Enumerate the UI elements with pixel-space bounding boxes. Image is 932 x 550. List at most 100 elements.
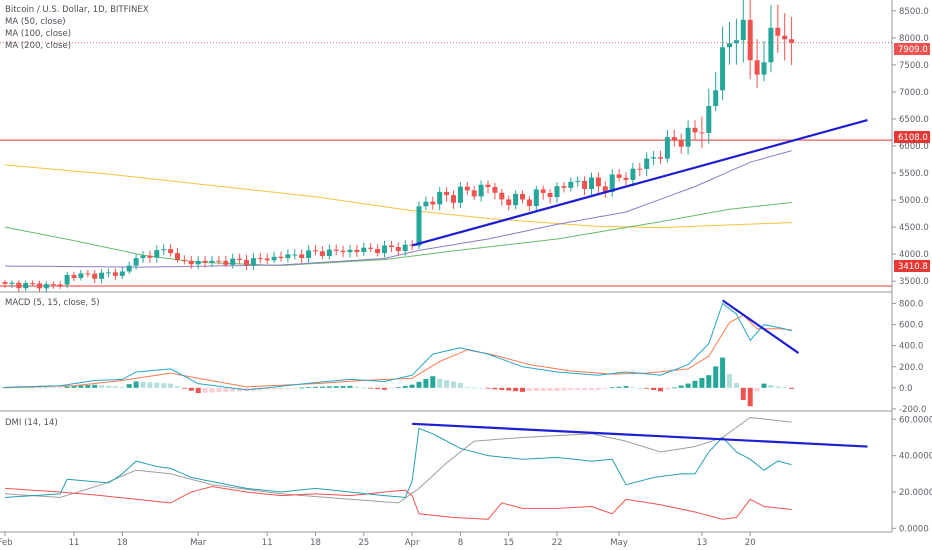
macd-histogram-bar [513,387,519,392]
macd-histogram-bar [37,387,42,389]
macd-histogram-bar [595,387,601,390]
macd-histogram-bar [333,386,339,388]
candle-body [733,40,739,44]
macd-histogram-bar [340,386,346,388]
macd-tick-label: 800.0 [899,300,923,310]
candle-body [471,190,477,197]
ma200-line [4,164,792,229]
macd-histogram-bar [644,387,650,389]
macd-histogram-bar [271,387,277,390]
x-tick-label: 25 [358,538,369,548]
macd-histogram-bar [223,387,229,392]
candle-body [230,258,236,265]
candle-body [16,282,22,289]
price-tick-label: 6500.0 [899,115,929,125]
candle-body [713,90,719,107]
candle-body [595,177,601,187]
candle-body [526,199,532,206]
macd-title: MACD (5, 15, close, 5) [5,298,100,308]
macd-histogram-bar [609,387,615,389]
candle-body [188,260,194,265]
macd-histogram-bar [402,385,408,388]
macd-histogram-bar [292,387,298,389]
candle-body [306,250,312,258]
macd-histogram-bar [740,387,746,400]
candle-body [575,180,581,182]
macd-histogram-bar [671,387,677,389]
candle-body [112,272,118,276]
candle-body [568,181,574,188]
price-legend: Bitcoin / U.S. Dollar, 1D, BITFINEX MA (… [5,5,149,51]
macd-histogram-bar [733,383,739,388]
macd-histogram-bar [64,386,70,388]
candle-body [789,39,795,43]
macd-histogram-bar [416,381,422,388]
macd-histogram-bar [754,387,760,392]
dmi-trendline [412,422,868,448]
price-tick-label: 5500.0 [899,169,929,179]
candle-body [154,250,160,258]
dmi-tick-label: 40.0000 [899,452,932,462]
macd-histogram-bar [313,386,318,388]
macd-histogram-bar [71,385,77,388]
macd-histogram-bar [775,386,781,388]
macd-histogram-bar [589,387,594,390]
macd-histogram-bar [78,385,84,388]
candle-body [630,168,636,180]
x-tick-label: 18 [310,538,321,548]
support-tag: 3410.8 [894,260,930,272]
macd-histogram-bar [658,387,663,392]
candle-body [299,254,305,258]
candle-body [699,132,705,134]
candle-body [78,273,84,278]
candle-body [23,283,29,289]
candle-body [9,282,15,284]
price-pane: 8500.0 8000.0 7500.0 7000.0 6500.0 6000.0 5500… [0,0,929,293]
candle-body [209,260,215,263]
candle-body [478,184,484,197]
candle-body [727,43,732,48]
x-tick-label: 20 [745,538,756,548]
macd-histogram-bar [92,384,98,388]
candle-body [375,248,381,254]
candle-body [706,106,712,133]
macd-histogram-bar [616,386,622,388]
price-tick-label: 3500.0 [899,277,929,287]
macd-histogram-bar [547,387,553,391]
macd-histogram-bar [395,387,401,389]
candle-body [740,19,746,41]
candle-body [250,258,256,266]
candle-body [216,260,222,262]
macd-histogram-bar [57,387,63,389]
price-tick-label: 4500.0 [899,223,929,233]
macd-histogram-bar [582,387,588,390]
legend-ma200: MA (200, close) [5,41,71,51]
candle-body [313,250,318,252]
candle-body [720,47,726,91]
macd-histogram-bar [209,387,215,393]
macd-histogram-bar [602,387,608,389]
candle-body [658,157,663,159]
pane-frames [0,0,893,533]
macd-histogram-bar [568,387,574,390]
x-tick-label: 22 [552,538,563,548]
macd-histogram-bar [237,387,243,392]
candle-body [202,260,208,263]
macd-histogram-bar [747,387,753,407]
candle-body [513,193,519,206]
macd-tick-label: -200.0 [899,405,926,415]
candle-body [437,192,443,205]
candle-body [623,177,629,180]
candle-body [671,137,677,141]
candle-body [181,260,187,262]
candle-body [423,201,429,207]
x-tick-label: Feb [0,538,13,548]
macd-histogram-bar [216,387,222,393]
candle-body [644,158,650,169]
candle-body [589,177,594,189]
macd-histogram-bar [202,387,208,393]
candle-body [175,253,180,261]
macd-histogram-bar [23,387,29,389]
macd-histogram-bar [278,387,284,389]
